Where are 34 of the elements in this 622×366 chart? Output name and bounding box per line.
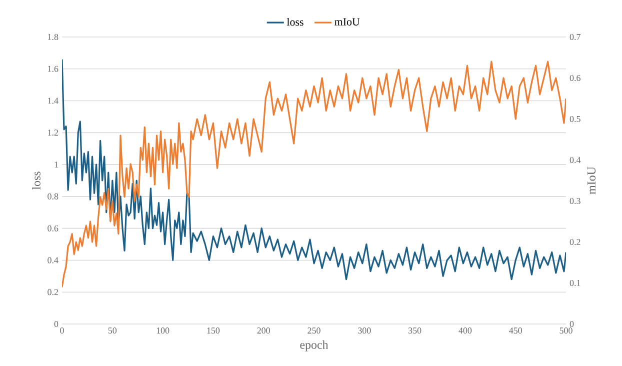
y2-tick-label: 0.5 [570, 116, 580, 122]
y2-tick-label: 0.3 [570, 198, 580, 204]
y2-tick-label: 0.4 [570, 156, 581, 164]
y-tick-label: 1.6 [48, 66, 58, 72]
x-tick-label: 450 [509, 328, 522, 334]
x-tick-label: 0 [60, 328, 64, 334]
y-tick-label: 0.2 [48, 289, 58, 296]
y2-tick-label: 0.7 [570, 34, 580, 40]
x-tick-label: 350 [408, 328, 422, 334]
x-tick-label: 500 [560, 328, 572, 334]
y-tick-label: 1.2 [48, 130, 58, 136]
x-tick-label: 100 [156, 328, 170, 334]
y2-axis-title: mIoU [588, 166, 596, 194]
y-tick-label: 1.8 [48, 34, 58, 40]
x-tick-label: 150 [207, 328, 220, 334]
y-tick-label: 0 [54, 320, 58, 328]
y-tick-label: 1 [54, 162, 58, 168]
x-axis-title: epoch [300, 340, 328, 352]
x-tick-label: 50 [108, 328, 117, 334]
y2-tick-label: 0 [570, 320, 574, 328]
legend-label: mIoU [334, 18, 360, 26]
y-tick-label: 0.6 [48, 225, 58, 232]
legend-label: loss [286, 18, 304, 26]
y2-tick-label: 0.2 [570, 238, 580, 246]
x-tick-label: 200 [257, 328, 270, 334]
y-tick-label: 1.4 [48, 98, 58, 104]
x-tick-label: 400 [458, 328, 472, 334]
x-tick-label: 300 [358, 328, 371, 334]
y2-tick-label: 0.6 [570, 74, 580, 82]
y2-tick-label: 0.1 [570, 280, 580, 286]
y-tick-label: 0.4 [48, 257, 58, 264]
x-tick-label: 250 [308, 328, 320, 334]
y-tick-label: 0.8 [48, 193, 58, 200]
y-axis-title: loss [32, 172, 40, 190]
